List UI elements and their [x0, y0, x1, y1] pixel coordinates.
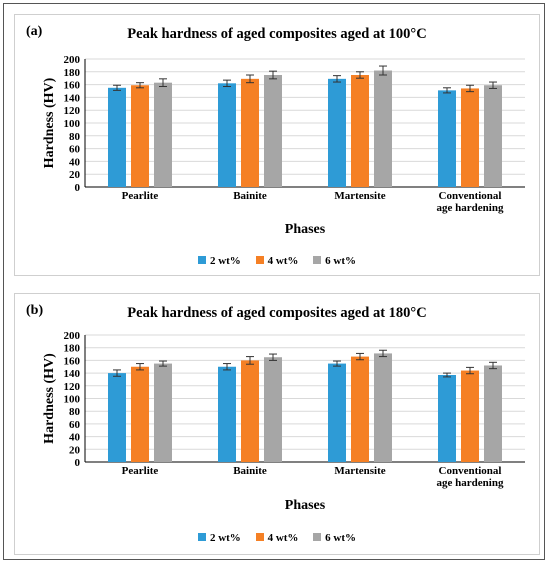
legend-swatch-2wt: [197, 256, 206, 264]
y-tick-label: 140: [64, 92, 81, 104]
bar: [108, 87, 126, 187]
legend-a: 2 wt% 4 wt% 6 wt%: [15, 255, 539, 267]
bar: [461, 88, 479, 187]
bar: [131, 85, 149, 187]
chart-title-b: Peak hardness of aged composites aged at…: [127, 305, 427, 321]
bar: [218, 83, 236, 187]
x-tick-label: age hardening: [437, 202, 504, 214]
figure-frame: (a) Peak hardness of aged composites age…: [3, 3, 545, 560]
bar: [374, 70, 392, 187]
bar: [264, 75, 282, 187]
chart-panel-a: (a) Peak hardness of aged composites age…: [14, 14, 540, 276]
bar: [484, 365, 502, 462]
y-tick-label: 100: [64, 394, 81, 406]
bar: [241, 360, 259, 462]
x-axis-title: Phases: [285, 498, 326, 513]
x-tick-label: age hardening: [437, 477, 504, 489]
legend-swatch-4wt: [255, 256, 264, 264]
legend-item-6wt: 6 wt%: [313, 532, 356, 544]
y-tick-label: 140: [64, 368, 81, 380]
y-tick-label: 180: [64, 343, 81, 355]
bar: [131, 366, 149, 462]
y-tick-label: 180: [64, 67, 81, 79]
y-tick-label: 0: [75, 457, 81, 469]
bar: [218, 366, 236, 462]
panel-label-b: (b): [26, 303, 44, 318]
x-axis-title: Phases: [285, 222, 326, 237]
bar: [264, 357, 282, 462]
y-axis-title: Hardness (HV): [42, 77, 57, 168]
legend-label: 4 wt%: [267, 532, 299, 544]
chart-title-a: Peak hardness of aged composites aged at…: [127, 26, 427, 42]
y-tick-label: 60: [69, 144, 81, 156]
legend-label: 4 wt%: [267, 255, 299, 267]
legend-label: 6 wt%: [325, 532, 357, 544]
chart-panel-b: (b) Peak hardness of aged composites age…: [14, 293, 540, 555]
y-axis-title: Hardness (HV): [42, 353, 57, 444]
bar: [374, 353, 392, 462]
y-tick-label: 160: [64, 80, 81, 92]
x-tick-label: Pearlite: [122, 465, 159, 477]
y-tick-label: 60: [69, 419, 81, 431]
bar: [351, 75, 369, 187]
bar: [461, 370, 479, 462]
bar: [438, 90, 456, 187]
y-tick-label: 40: [69, 432, 81, 444]
legend-label: 6 wt%: [325, 255, 357, 267]
legend-item-4wt: 4 wt%: [255, 532, 299, 544]
x-tick-label: Martensite: [334, 190, 385, 202]
x-tick-label: Conventional: [439, 465, 502, 477]
y-tick-label: 120: [64, 105, 81, 117]
bar: [154, 363, 172, 462]
y-tick-label: 20: [69, 169, 81, 181]
bar: [241, 78, 259, 187]
legend-item-2wt: 2 wt%: [197, 532, 241, 544]
bar: [351, 356, 369, 462]
legend-b: 2 wt% 4 wt% 6 wt%: [15, 532, 539, 544]
legend-swatch-2wt: [197, 533, 206, 541]
y-tick-label: 20: [69, 444, 81, 456]
y-tick-label: 40: [69, 156, 81, 168]
legend-item-6wt: 6 wt%: [313, 255, 356, 267]
legend-item-4wt: 4 wt%: [255, 255, 299, 267]
x-tick-label: Pearlite: [122, 190, 159, 202]
bar: [438, 375, 456, 462]
y-tick-label: 100: [64, 118, 81, 130]
x-tick-label: Conventional: [439, 190, 502, 202]
legend-item-2wt: 2 wt%: [197, 255, 241, 267]
x-tick-label: Bainite: [233, 465, 267, 477]
bar: [328, 363, 346, 462]
y-tick-label: 120: [64, 381, 81, 393]
y-tick-label: 200: [64, 330, 81, 342]
y-tick-label: 0: [75, 182, 81, 194]
x-tick-label: Martensite: [334, 465, 385, 477]
y-tick-label: 200: [64, 54, 81, 66]
legend-label: 2 wt%: [209, 532, 241, 544]
legend-swatch-6wt: [313, 533, 322, 541]
y-tick-label: 160: [64, 355, 81, 367]
bar: [328, 78, 346, 187]
legend-swatch-4wt: [255, 533, 264, 541]
legend-swatch-6wt: [313, 256, 322, 264]
bar: [108, 373, 126, 462]
legend-label: 2 wt%: [209, 255, 241, 267]
bar: [484, 85, 502, 187]
x-tick-label: Bainite: [233, 190, 267, 202]
y-tick-label: 80: [69, 406, 81, 418]
bar: [154, 82, 172, 187]
y-tick-label: 80: [69, 131, 81, 143]
panel-label-a: (a): [26, 24, 43, 39]
